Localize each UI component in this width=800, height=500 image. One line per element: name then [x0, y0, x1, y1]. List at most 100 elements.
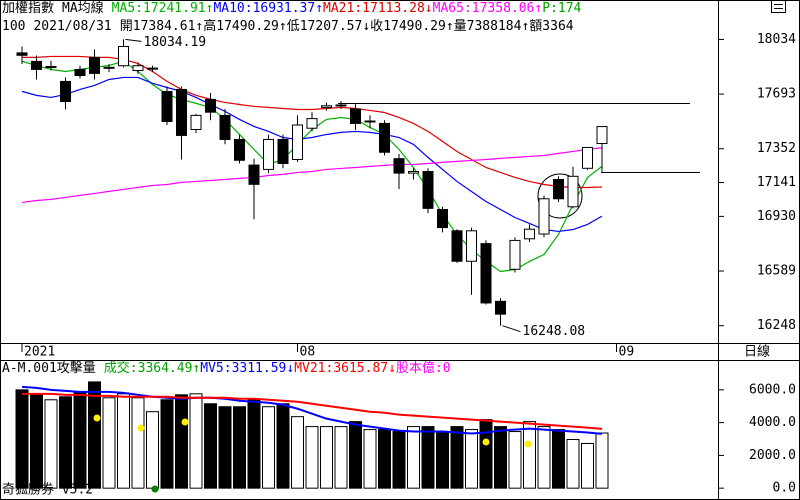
y-tick-label: 0.0	[773, 481, 796, 496]
volume-bar	[363, 429, 377, 489]
menu-icon[interactable]	[771, 0, 786, 13]
volume-bar	[320, 426, 333, 489]
candle-body	[147, 67, 158, 70]
volume-bar	[494, 426, 507, 489]
volume-bar	[566, 439, 580, 489]
software-label: 奇狐勝券 v5.2	[2, 482, 93, 498]
legend-arrow: ↓	[286, 361, 295, 376]
candle-body	[466, 230, 477, 262]
candle-body	[567, 175, 579, 208]
x-tick-label: 2021	[24, 345, 55, 360]
volume-value: 3364.49	[137, 361, 193, 376]
high-annotation: 18034.19	[144, 35, 207, 50]
volume-bar	[204, 403, 217, 489]
candle-body	[190, 114, 202, 131]
volume-bar	[436, 431, 449, 489]
volume-bar	[30, 393, 43, 489]
y-tick-label: 17141	[757, 175, 796, 190]
volume-bar	[581, 442, 594, 489]
volume-bar	[44, 399, 58, 489]
candle-body	[437, 208, 448, 229]
candle-body	[582, 146, 593, 169]
volume-bar	[479, 419, 493, 489]
candle-body	[74, 68, 86, 76]
volume-bar	[189, 393, 203, 489]
volume-bar	[59, 396, 72, 489]
quote-value: 17207.57	[299, 19, 363, 34]
candle-body	[335, 104, 347, 107]
stock-code: 100	[2, 19, 26, 34]
legend-arrow: ↑	[205, 1, 214, 16]
y-tick-label: 17693	[757, 87, 796, 102]
quote-arrow: ↑	[278, 19, 287, 34]
volume-bar	[73, 391, 87, 489]
ma-line	[22, 392, 603, 430]
candle-body	[118, 45, 129, 67]
candle-body	[277, 138, 289, 164]
annotation-line	[502, 325, 521, 333]
legend-name: MA5:	[111, 1, 143, 16]
volume-bar	[421, 426, 435, 489]
volume-bar	[15, 389, 29, 489]
quote-arrow: ↑	[445, 19, 454, 34]
legend-name: MA10:	[213, 1, 253, 16]
marks: 18034 17693 17352 17141 16930 16589 16248 2021 0…	[15, 32, 796, 496]
quote-label: 高	[203, 19, 217, 34]
y-tick-label: 6000.0	[749, 382, 796, 397]
legend-arrow: ↓	[424, 1, 433, 16]
volume-bar	[247, 399, 261, 489]
quote-arrow: ↑	[521, 19, 530, 34]
quote-value: 17490.29	[383, 19, 446, 34]
candle-body	[321, 105, 332, 108]
pointer: P:174	[542, 1, 582, 16]
quote-label: 收	[370, 19, 384, 34]
signal-dot	[93, 414, 101, 422]
volume-bar	[465, 429, 478, 489]
volume-bar	[131, 397, 145, 489]
candle-body	[219, 114, 231, 140]
low-annotation: 16248.08	[523, 324, 586, 339]
candle-body	[480, 243, 492, 304]
y-tick-label: 2000.0	[749, 448, 796, 463]
quote-label: 量	[453, 19, 467, 34]
volume-bar	[334, 426, 348, 489]
quote-label: 額	[529, 19, 543, 34]
signal-dot	[524, 440, 532, 448]
candle-body	[263, 138, 274, 170]
candle-body	[306, 118, 318, 129]
candle-body	[234, 138, 245, 161]
volume-bar	[378, 429, 391, 489]
volume-bar	[88, 381, 101, 489]
volume-bar	[291, 416, 304, 489]
volume-bar	[146, 411, 159, 489]
candle-body	[176, 88, 187, 136]
volume-bar	[160, 399, 174, 489]
period-label: 日線	[744, 344, 770, 360]
candle-body	[422, 171, 434, 209]
quote-value: 17384.61	[132, 19, 196, 34]
quote-value: 17490.29	[216, 19, 279, 34]
quote-value: 3364	[542, 19, 574, 34]
candle-body	[31, 60, 42, 70]
volume-bar	[537, 426, 551, 489]
legend-value: 3311.59	[231, 361, 287, 376]
volume-bar	[218, 406, 232, 489]
legend-name: MA65:	[432, 1, 472, 16]
quote-label: 開	[119, 19, 133, 34]
signal-dot	[181, 418, 189, 426]
legend-value: 17241.91	[142, 1, 206, 16]
legend-value: 17113.28	[362, 1, 425, 16]
volume-bar	[276, 403, 290, 489]
candle-body	[132, 65, 144, 72]
volume-bar	[305, 426, 319, 489]
quote-header: 100 2021/08/31 開17384.61↑高17490.29↑低17207.…	[2, 19, 800, 35]
legend-name: MA21:	[323, 1, 363, 16]
volume-bar	[233, 406, 246, 489]
quote-date: 2021/08/31	[33, 19, 112, 34]
ma-line	[21, 385, 603, 435]
y-tick-label: 17352	[757, 141, 796, 156]
annotation-line	[125, 38, 142, 42]
candle-body	[350, 108, 361, 124]
indicator-name: MA均線	[62, 1, 104, 16]
